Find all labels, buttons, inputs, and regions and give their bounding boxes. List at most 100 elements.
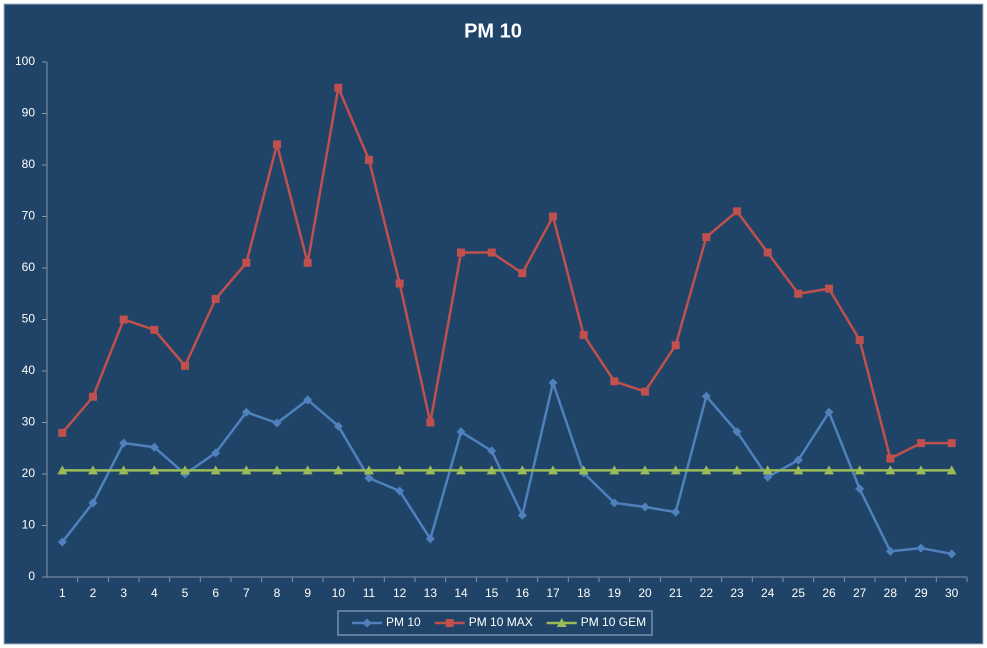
data-point — [241, 407, 251, 417]
x-tick-label: 10 — [332, 586, 346, 600]
data-point — [609, 498, 619, 508]
data-point — [334, 83, 343, 92]
x-tick-label: 13 — [424, 586, 438, 600]
data-point — [824, 407, 834, 417]
y-tick-label: 100 — [15, 54, 35, 68]
data-point — [517, 510, 527, 520]
data-point — [426, 418, 435, 427]
x-tick-label: 24 — [761, 586, 775, 600]
data-point — [855, 336, 864, 345]
data-point — [395, 486, 405, 496]
data-point — [517, 465, 528, 475]
data-point — [487, 446, 497, 456]
chart-background — [3, 3, 984, 645]
data-point — [702, 233, 711, 242]
data-point — [273, 140, 281, 149]
data-point — [365, 155, 373, 164]
data-point — [364, 473, 374, 483]
x-tick-label: 21 — [669, 586, 683, 600]
data-point — [855, 484, 865, 494]
series-line — [61, 378, 952, 556]
x-tick-label: 3 — [120, 586, 127, 600]
x-tick-label: 16 — [516, 586, 530, 600]
data-point — [303, 258, 312, 267]
data-point — [671, 341, 680, 350]
data-point — [57, 537, 67, 547]
x-tick-label: 23 — [730, 586, 744, 600]
data-point — [272, 465, 282, 475]
data-point — [609, 465, 620, 475]
legend-box — [337, 610, 653, 636]
data-point — [333, 421, 343, 431]
data-point — [119, 315, 128, 324]
data-point — [333, 465, 344, 475]
data-point — [916, 543, 926, 553]
x-tick-label: 12 — [393, 586, 407, 600]
data-point — [763, 472, 773, 482]
data-point — [733, 207, 741, 216]
data-point — [242, 258, 251, 267]
data-point — [272, 418, 282, 428]
y-tick-label: 30 — [22, 415, 36, 429]
data-point — [947, 439, 956, 448]
data-point — [210, 465, 221, 475]
data-point — [303, 395, 313, 405]
data-point — [456, 465, 466, 475]
x-tick-label: 28 — [884, 586, 898, 600]
data-point — [886, 454, 895, 463]
data-point — [548, 378, 558, 388]
y-tick-label: 60 — [22, 260, 36, 274]
y-tick-label: 80 — [22, 157, 36, 171]
y-tick-label: 70 — [22, 209, 36, 223]
data-point — [946, 465, 957, 475]
data-point — [211, 448, 221, 458]
data-point — [118, 465, 129, 475]
data-point — [885, 546, 895, 556]
data-point — [89, 392, 97, 401]
data-point — [518, 269, 527, 278]
legend-marker — [445, 619, 454, 627]
data-point — [670, 465, 681, 475]
data-point — [917, 439, 925, 448]
data-point — [916, 465, 926, 475]
data-point — [610, 377, 619, 386]
x-tick-label: 27 — [853, 586, 867, 600]
data-point — [149, 442, 159, 452]
x-tick-label: 26 — [822, 586, 836, 600]
data-point — [701, 391, 711, 401]
data-point — [640, 502, 650, 512]
data-point — [824, 465, 834, 475]
data-point — [885, 465, 896, 475]
data-point — [793, 465, 804, 475]
x-tick-label: 8 — [274, 586, 281, 600]
x-tick-label: 18 — [577, 586, 591, 600]
data-point — [578, 465, 589, 475]
data-point — [241, 465, 252, 475]
data-point — [119, 438, 129, 448]
x-tick-label: 30 — [945, 586, 959, 600]
data-point — [88, 498, 98, 508]
legend-label: PM 10 MAX — [469, 615, 533, 629]
y-tick-label: 20 — [22, 466, 36, 480]
data-point — [548, 465, 558, 475]
data-point — [395, 279, 404, 288]
x-tick-label: 7 — [243, 586, 250, 600]
x-tick-label: 5 — [182, 586, 189, 600]
data-point — [825, 284, 833, 293]
x-tick-label: 20 — [638, 586, 652, 600]
data-point — [57, 465, 68, 475]
legend-label: PM 10 GEM — [581, 615, 646, 629]
data-point — [88, 465, 98, 475]
data-point — [456, 427, 466, 437]
data-point — [549, 212, 557, 221]
x-tick-label: 2 — [90, 586, 97, 600]
data-point — [394, 465, 405, 475]
x-tick-label: 1 — [59, 586, 66, 600]
y-tick-label: 40 — [22, 363, 36, 377]
legend-label: PM 10 — [386, 615, 421, 629]
data-point — [486, 465, 497, 475]
data-point — [181, 361, 189, 370]
y-tick-label: 0 — [28, 569, 35, 583]
data-point — [641, 387, 649, 396]
